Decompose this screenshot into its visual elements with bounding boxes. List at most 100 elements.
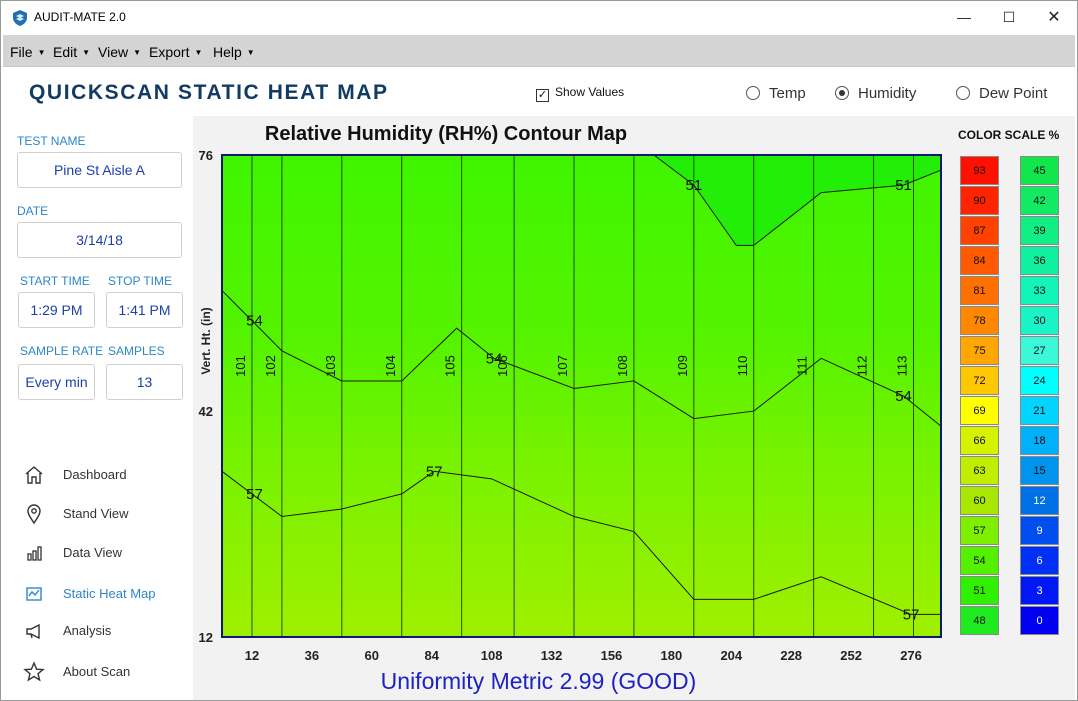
x-tick-label: 108 — [481, 648, 503, 663]
minimize-button[interactable]: — — [957, 9, 971, 25]
sample-rate-label: SAMPLE RATE — [20, 344, 104, 358]
start-time-label: START TIME — [20, 274, 90, 288]
color-scale-cell-left: 60 — [960, 486, 999, 515]
map-pin-icon — [27, 504, 41, 525]
stand-label-112: 112 — [855, 356, 870, 377]
stop-time-label: STOP TIME — [108, 274, 173, 288]
x-tick-label: 252 — [840, 648, 862, 663]
x-tick-label: 180 — [661, 648, 683, 663]
plot-frame — [221, 154, 942, 638]
x-tick-label: 132 — [541, 648, 563, 663]
samples-label: SAMPLES — [108, 344, 165, 358]
date-label: DATE — [17, 204, 49, 218]
nav-dashboard-label: Dashboard — [63, 467, 127, 482]
color-scale-title: COLOR SCALE % — [958, 128, 1060, 142]
menu-help[interactable]: Help ▼ — [213, 44, 255, 60]
x-tick-label: 156 — [601, 648, 623, 663]
contour-label-54-0: 54 — [246, 313, 263, 330]
stand-label-108: 108 — [615, 355, 630, 377]
nav-data-view-label: Data View — [63, 545, 123, 560]
show-values-checkbox[interactable]: ✓ — [536, 89, 549, 102]
megaphone-icon — [26, 623, 40, 640]
color-scale-cell-left: 69 — [960, 396, 999, 425]
left-panel — [6, 116, 192, 698]
date-field[interactable]: 3/14/18 — [17, 222, 182, 258]
radio-temp[interactable]: Temp — [746, 85, 806, 102]
color-scale-cell-left: 57 — [960, 516, 999, 545]
color-scale-cell-right: 3 — [1020, 576, 1059, 605]
menu-export[interactable]: Export ▼ — [149, 44, 202, 60]
color-scale-cell-right: 0 — [1020, 606, 1059, 635]
color-scale-cell-right: 27 — [1020, 336, 1059, 365]
contour-label-54-2: 54 — [895, 388, 912, 405]
title-bar: AUDIT-MATE 2.0 — ☐ ✕ — [1, 1, 1077, 34]
maximize-button[interactable]: ☐ — [1002, 9, 1016, 25]
contour-label-51-1: 51 — [895, 177, 912, 194]
menu-view-label: View — [98, 44, 129, 60]
chevron-down-icon: ▼ — [82, 48, 91, 57]
color-scale-cell-right: 6 — [1020, 546, 1059, 575]
stop-time-field[interactable]: 1:41 PM — [106, 292, 183, 328]
contour-label-57-2: 57 — [903, 606, 920, 623]
uniformity-metric: Uniformity Metric 2.99 (GOOD) — [380, 668, 697, 694]
radio-temp-label: Temp — [769, 85, 806, 102]
contour-line-57 — [222, 470, 941, 615]
color-scale-cell-left: 93 — [960, 156, 999, 185]
radio-dew-point-indicator[interactable] — [956, 86, 970, 100]
stand-label-101: 101 — [233, 355, 248, 377]
color-scale-cell-right: 18 — [1020, 426, 1059, 455]
menu-file[interactable]: File ▼ — [10, 44, 45, 60]
home-icon — [25, 466, 43, 484]
y-tick-label: 12 — [199, 630, 213, 645]
show-values-toggle[interactable]: ✓ Show Values — [536, 85, 624, 102]
sample-rate-field[interactable]: Every min — [18, 364, 95, 400]
color-scale-cell-right: 24 — [1020, 366, 1059, 395]
color-scale-cell-right: 30 — [1020, 306, 1059, 335]
color-scale-cell-left: 54 — [960, 546, 999, 575]
color-scale-cell-right: 33 — [1020, 276, 1059, 305]
color-scale-cell-right: 9 — [1020, 516, 1059, 545]
start-time-field[interactable]: 1:29 PM — [18, 292, 95, 328]
color-scale-cell-right: 42 — [1020, 186, 1059, 215]
stand-label-111: 111 — [795, 356, 810, 376]
color-scale-cell-left: 90 — [960, 186, 999, 215]
test-name-label: TEST NAME — [17, 134, 86, 148]
color-scale-cell-right: 21 — [1020, 396, 1059, 425]
x-tick-label: 36 — [305, 648, 319, 663]
chevron-down-icon: ▼ — [37, 48, 46, 57]
radio-dew-point[interactable]: Dew Point — [956, 85, 1047, 102]
color-scale-cell-right: 39 — [1020, 216, 1059, 245]
color-scale-cell-left: 75 — [960, 336, 999, 365]
menu-view[interactable]: View ▼ — [98, 44, 141, 60]
nav-about-scan-label: About Scan — [63, 664, 131, 679]
x-tick-label: 204 — [720, 648, 742, 663]
close-button[interactable]: ✕ — [1047, 9, 1061, 26]
y-tick-label: 76 — [199, 148, 213, 163]
contour-region-51 — [653, 155, 941, 246]
test-name-field[interactable]: Pine St Aisle A — [17, 152, 182, 188]
chevron-down-icon: ▼ — [246, 48, 255, 57]
chevron-down-icon: ▼ — [133, 48, 142, 57]
chevron-down-icon: ▼ — [194, 48, 203, 57]
radio-temp-indicator[interactable] — [746, 86, 760, 100]
stand-label-110: 110 — [735, 356, 750, 377]
color-scale-cell-right: 15 — [1020, 456, 1059, 485]
radio-humidity[interactable]: Humidity — [835, 85, 916, 102]
stand-label-107: 107 — [555, 355, 570, 377]
contour-label-51-0: 51 — [686, 177, 703, 194]
contour-line-54 — [222, 290, 941, 427]
star-icon — [23, 661, 45, 682]
x-tick-label: 276 — [900, 648, 922, 663]
radio-humidity-label: Humidity — [858, 85, 917, 102]
stand-label-109: 109 — [675, 355, 690, 377]
samples-field[interactable]: 13 — [106, 364, 183, 400]
menu-help-label: Help — [213, 44, 242, 60]
chart-title: Relative Humidity (RH%) Contour Map — [264, 123, 628, 145]
x-tick-label: 60 — [365, 648, 379, 663]
menu-edit-label: Edit — [53, 44, 78, 60]
app-title: AUDIT-MATE 2.0 — [34, 10, 126, 24]
radio-humidity-indicator[interactable] — [835, 86, 849, 100]
menu-edit[interactable]: Edit ▼ — [53, 44, 90, 60]
